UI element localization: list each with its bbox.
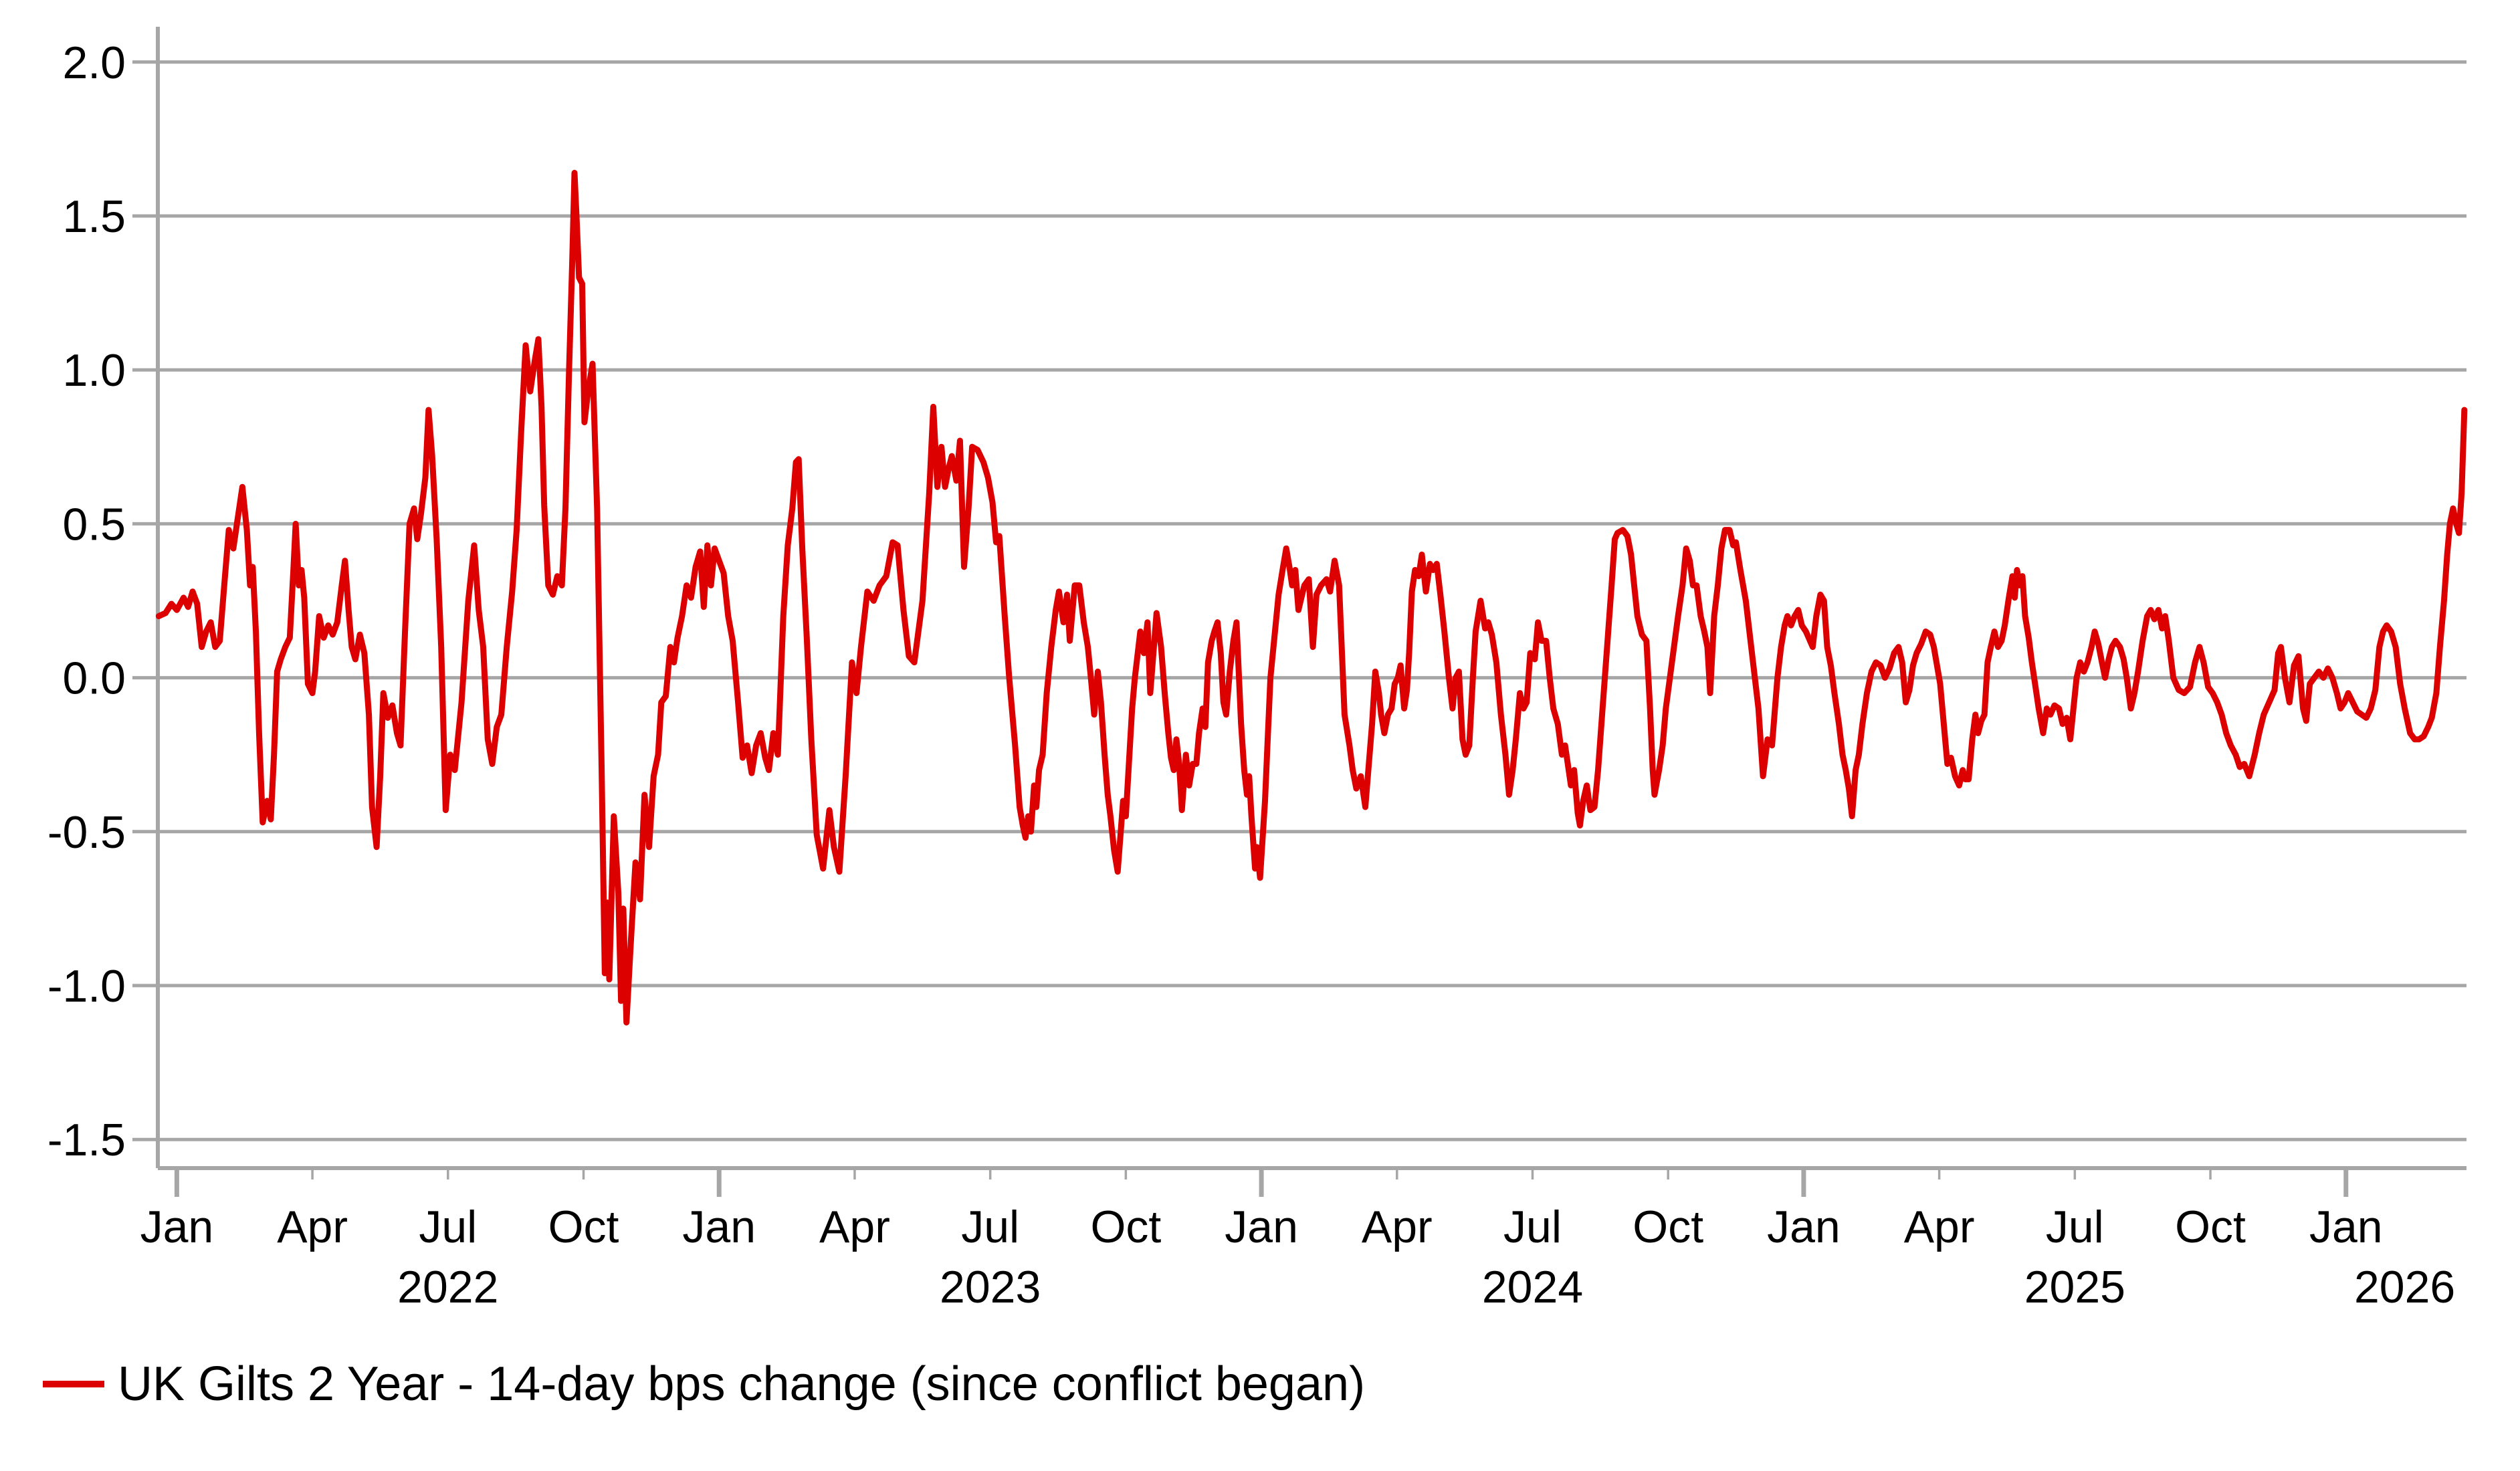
- x-month-label: Jul: [2046, 1202, 2104, 1252]
- legend-line-swatch: [43, 1381, 104, 1387]
- x-year-label: 2023: [940, 1262, 1041, 1313]
- x-month-label: Jan: [682, 1202, 756, 1252]
- x-month-label: Oct: [1090, 1202, 1161, 1252]
- x-month-label: Jan: [140, 1202, 214, 1252]
- axes: [132, 27, 2466, 1197]
- x-year-label: 2024: [1482, 1262, 1583, 1313]
- x-month-label: Apr: [819, 1202, 890, 1252]
- legend-label: UK Gilts 2 Year - 14-day bps change (sin…: [118, 1357, 1366, 1411]
- x-month-label: Jul: [419, 1202, 477, 1252]
- y-tick-label: -0.5: [47, 807, 126, 858]
- x-month-label: Apr: [1362, 1202, 1433, 1252]
- x-month-label: Apr: [277, 1202, 348, 1252]
- x-month-label: Oct: [1633, 1202, 1703, 1252]
- legend: UK Gilts 2 Year - 14-day bps change (sin…: [43, 1356, 1365, 1412]
- axis-labels: 2.0 1.5 1.0 0.5 0.0 -0.5 -1.0 -1.5 Jan Apr Jul Oct J…: [47, 37, 2455, 1313]
- y-tick-label: 1.5: [62, 191, 126, 242]
- x-year-label: 2026: [2354, 1262, 2455, 1313]
- y-tick-label: 1.0: [62, 345, 126, 396]
- x-month-label: Jul: [1503, 1202, 1562, 1252]
- y-tick-label: 0.5: [62, 499, 126, 550]
- x-month-label: Oct: [2175, 1202, 2246, 1252]
- series-layer: [155, 170, 2468, 1026]
- y-tick-label: -1.0: [47, 961, 126, 1012]
- x-month-label: Jul: [961, 1202, 1019, 1252]
- x-month-label: Apr: [1904, 1202, 1975, 1252]
- x-year-label: 2022: [397, 1262, 498, 1313]
- y-tick-label: 0.0: [62, 653, 126, 704]
- x-month-label: Jan: [2309, 1202, 2383, 1252]
- y-tick-label: -1.5: [47, 1115, 126, 1165]
- x-month-label: Oct: [548, 1202, 619, 1252]
- x-month-label: Jan: [1767, 1202, 1841, 1252]
- series-line-uk-gilts-2yr: [155, 170, 2468, 1026]
- y-tick-label: 2.0: [62, 37, 126, 88]
- x-year-label: 2025: [2024, 1262, 2125, 1313]
- x-month-label: Jan: [1225, 1202, 1298, 1252]
